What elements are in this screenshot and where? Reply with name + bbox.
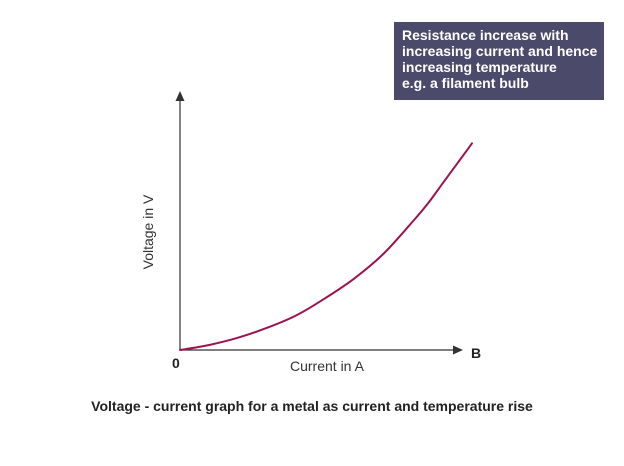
x-axis-label: Current in A: [290, 358, 364, 374]
annotation-line: increasing current and hence: [402, 43, 598, 59]
annotation-line: Resistance increase with: [402, 27, 569, 43]
y-axis-arrow: [175, 91, 185, 101]
origin-label: 0: [172, 355, 180, 371]
y-axis-label: Voltage in V: [140, 194, 156, 270]
annotation-line: e.g. a filament bulb: [402, 75, 529, 91]
series-layer: [179, 142, 473, 351]
x-axis-arrow: [453, 345, 463, 355]
x-axis-end-label: B: [471, 345, 482, 361]
annotation-box: Resistance increase with increasing curr…: [394, 22, 604, 100]
series-line: [179, 142, 473, 351]
annotation-line: increasing temperature: [402, 59, 557, 75]
chart-caption: Voltage - current graph for a metal as c…: [91, 398, 533, 414]
